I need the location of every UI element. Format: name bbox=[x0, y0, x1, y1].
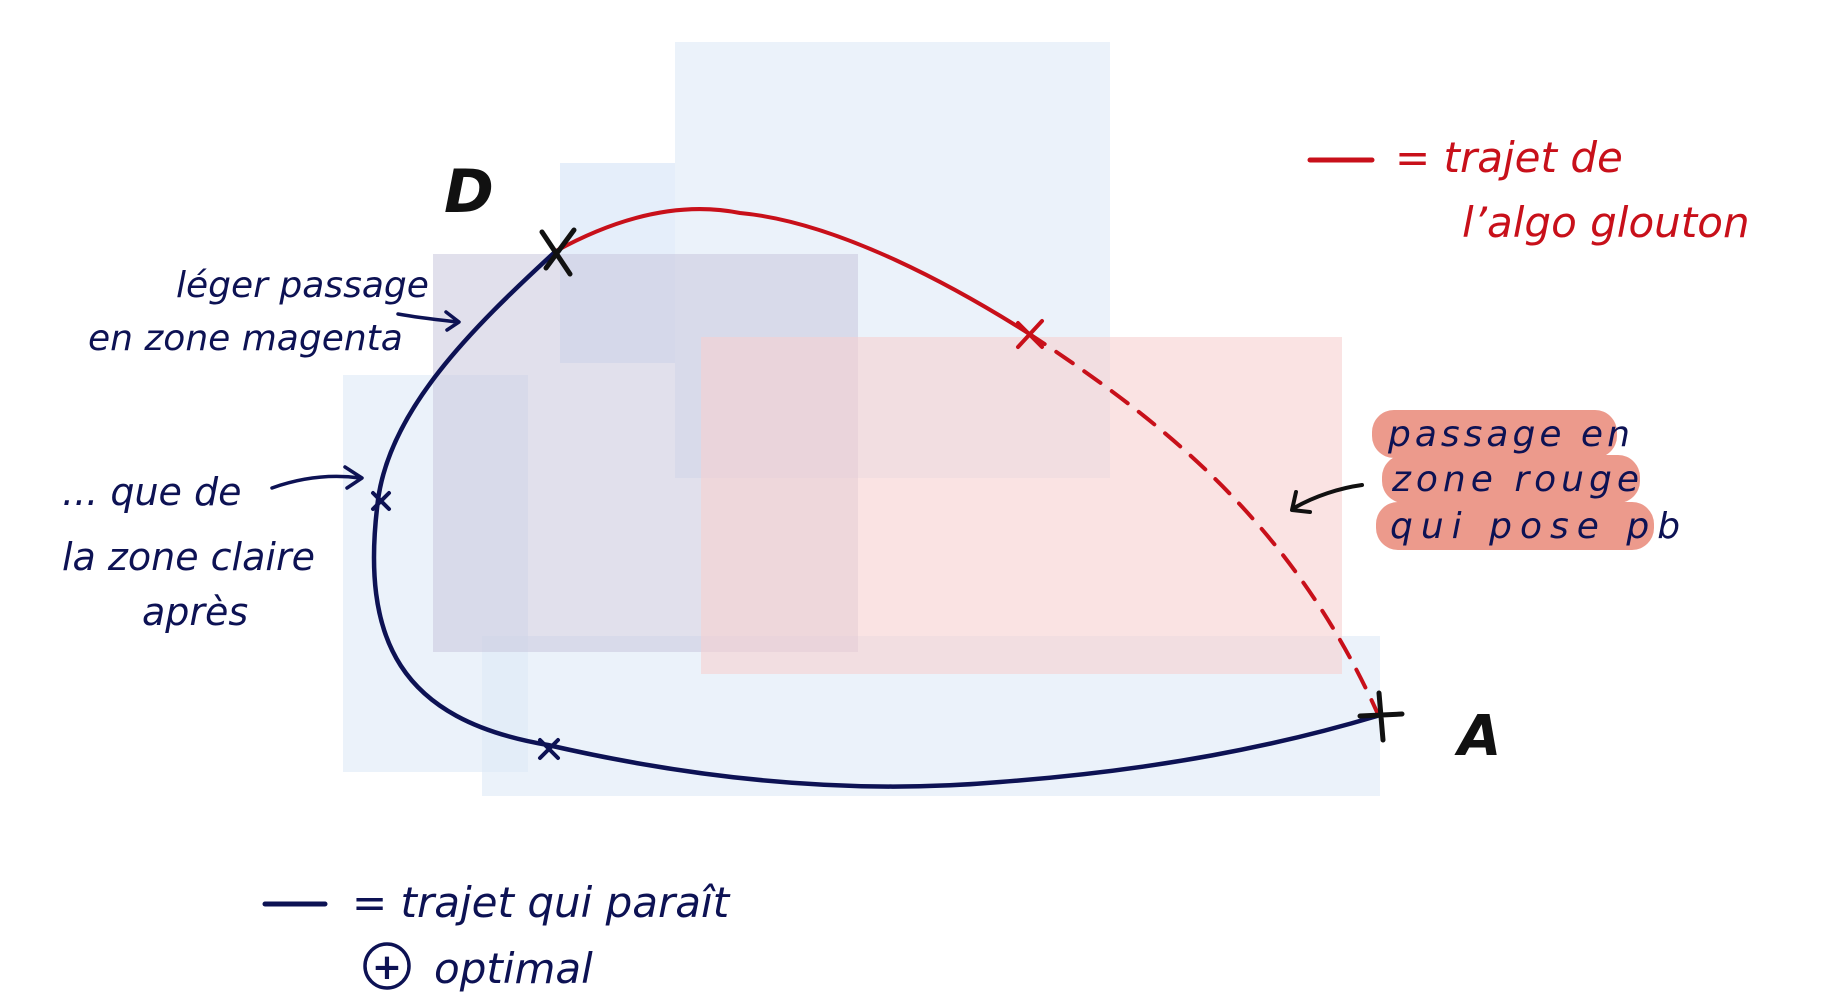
clear-annotation-line-2: la zone claire bbox=[62, 535, 315, 579]
start-point-cross bbox=[539, 227, 577, 277]
red-zone bbox=[701, 337, 1342, 674]
clear-annotation-line-3: après bbox=[142, 590, 248, 634]
start-label: D bbox=[444, 157, 494, 227]
greedy-waypoint-cross bbox=[1016, 319, 1044, 349]
magenta-annotation-arrow bbox=[396, 310, 461, 332]
optimal-waypoint-cross-bottom bbox=[538, 738, 560, 760]
optimal-path bbox=[371, 248, 1380, 789]
clear-annotation-line-1: ... que de bbox=[62, 470, 241, 514]
navy-legend-line-1: = trajet qui paraît bbox=[352, 878, 731, 927]
magenta-annotation-line-1: léger passage bbox=[176, 265, 429, 306]
end-label: A bbox=[1454, 704, 1501, 769]
clear-annotation-arrow bbox=[270, 465, 364, 490]
greedy-path-dashed bbox=[1026, 331, 1379, 714]
optimal-path-line bbox=[371, 248, 1380, 789]
highlight-line-2 bbox=[1382, 455, 1640, 503]
red-legend-line-1: = trajet de bbox=[1395, 133, 1623, 182]
greedy-path bbox=[554, 207, 1379, 714]
highlight-line-3 bbox=[1376, 502, 1654, 550]
highlight-line-1 bbox=[1372, 410, 1617, 458]
zones bbox=[343, 42, 1380, 796]
red-zone-annotation-line-1: passage en bbox=[1387, 414, 1634, 455]
red-zone-annotation-arrow bbox=[1290, 483, 1364, 514]
clear-zone-annotation: ... que de la zone claire après bbox=[62, 465, 364, 634]
red-zone-annotation: passage en zone rouge qui pose pb bbox=[1290, 410, 1688, 550]
magenta-annotation: léger passage en zone magenta bbox=[88, 265, 461, 359]
red-zone-annotation-line-3: qui pose pb bbox=[1390, 506, 1688, 547]
plus-circle-icon bbox=[363, 942, 411, 990]
red-legend: = trajet de l’algo glouton bbox=[1307, 133, 1750, 247]
magenta-annotation-line-2: en zone magenta bbox=[88, 318, 403, 359]
navy-legend-line-2: optimal bbox=[434, 944, 593, 993]
navy-legend: = trajet qui paraît + optimal bbox=[262, 878, 731, 993]
red-zone-annotation-line-2: zone rouge bbox=[1391, 459, 1644, 500]
greedy-path-solid bbox=[554, 207, 1030, 335]
red-legend-line-2: l’algo glouton bbox=[1462, 198, 1750, 247]
optimal-waypoint-cross-left bbox=[371, 491, 391, 511]
end-point-cross bbox=[1357, 690, 1405, 743]
plus-symbol: + bbox=[372, 947, 402, 988]
